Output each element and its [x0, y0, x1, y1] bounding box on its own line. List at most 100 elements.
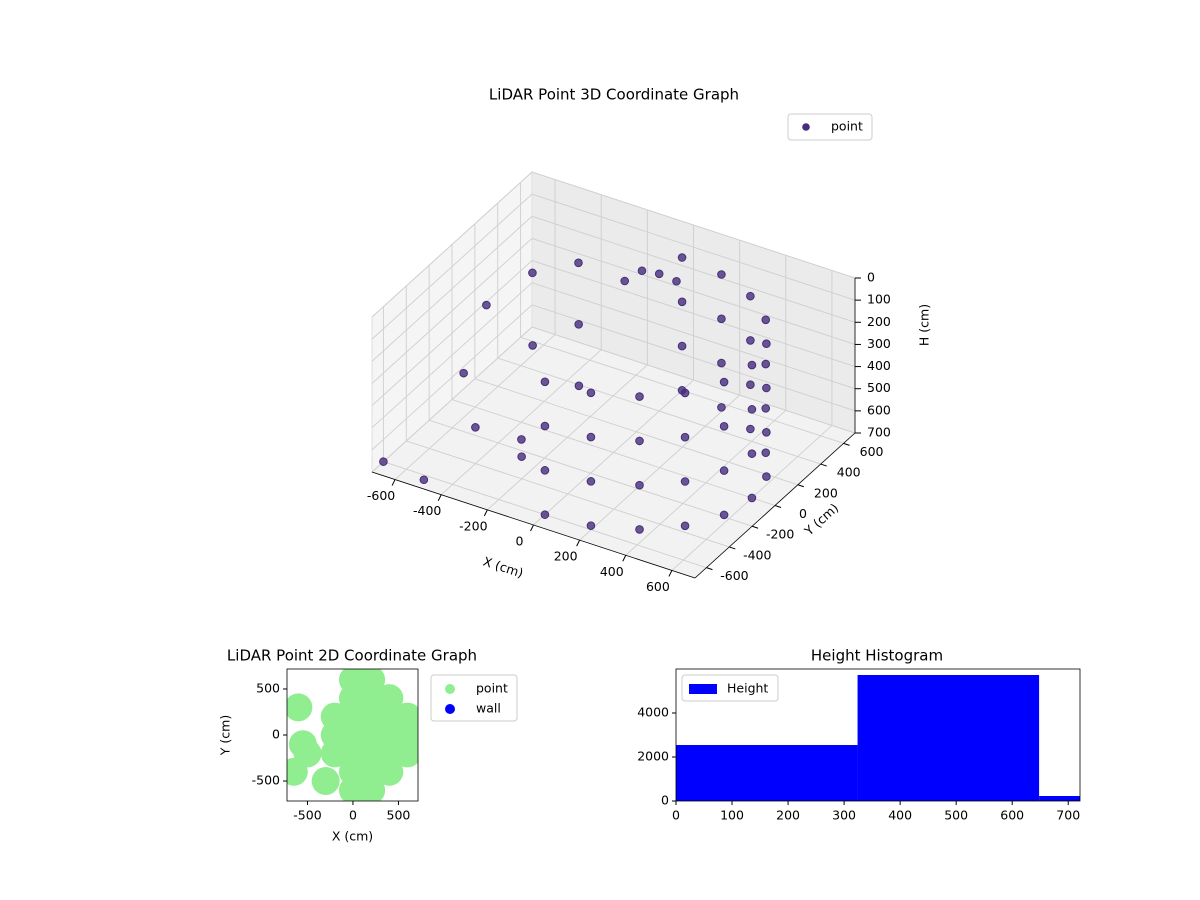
point [746, 336, 755, 345]
point [528, 341, 537, 350]
point [746, 424, 755, 434]
y-tick-label: 0 [799, 506, 807, 521]
z-tick-label: 0 [867, 270, 875, 285]
point [680, 432, 690, 442]
grid-line [371, 326, 856, 473]
point [719, 510, 729, 520]
y-tick-label: -200 [766, 527, 794, 542]
x-tick-label: 100 [720, 808, 744, 823]
point [672, 276, 681, 286]
point [762, 383, 771, 393]
chart-title: LiDAR Point 3D Coordinate Graph [489, 86, 739, 104]
point [375, 684, 404, 713]
x-tick-label: 500 [944, 808, 968, 823]
point [459, 368, 468, 378]
point [677, 253, 687, 262]
point [746, 380, 755, 390]
x-tick-label: 700 [1056, 808, 1080, 823]
tick-mark [530, 524, 534, 532]
z-tick-label: 200 [867, 314, 891, 329]
point [654, 269, 664, 279]
legend-marker [445, 684, 455, 694]
point [677, 341, 687, 351]
grid-line [371, 304, 856, 451]
x-tick-label: 500 [387, 808, 411, 823]
x-tick-label: 400 [600, 564, 624, 579]
tick-mark [391, 479, 396, 486]
z-tick-label: 500 [867, 380, 891, 395]
point [379, 457, 388, 466]
chart-title: Height Histogram [811, 647, 943, 665]
x-tick-label: 0 [672, 808, 680, 823]
z-tick-label: 100 [867, 292, 891, 307]
tick-mark [437, 494, 442, 501]
point [528, 268, 537, 278]
point [719, 422, 729, 431]
point [471, 423, 480, 432]
point [635, 525, 644, 534]
point [574, 258, 583, 268]
point [719, 377, 729, 387]
point [747, 493, 757, 503]
tick-mark [483, 509, 488, 517]
grid-line [371, 171, 856, 318]
z-tick-label: 300 [867, 336, 891, 351]
z-tick-label: 400 [867, 358, 891, 373]
y-tick-label: -400 [743, 547, 771, 562]
plot-area [287, 669, 418, 801]
point [517, 435, 526, 444]
point [677, 386, 687, 395]
legend-box [787, 113, 873, 141]
point [761, 448, 771, 457]
x-tick-label: 0 [349, 808, 357, 823]
point [574, 319, 583, 329]
bar [857, 675, 1040, 801]
point [680, 477, 690, 486]
point [311, 767, 340, 796]
legend-label: point [831, 119, 863, 134]
z-axis-label: H (cm) [917, 304, 932, 346]
y-tick-label: 400 [837, 465, 861, 480]
y-tick-label: -500 [252, 773, 280, 788]
point [393, 702, 418, 731]
tick-mark [751, 525, 759, 529]
point [540, 421, 550, 431]
point [762, 427, 771, 437]
x-tick-label: -500 [293, 808, 321, 823]
legend-marker [445, 704, 455, 714]
legend-marker [802, 123, 810, 131]
x-tick-label: 200 [776, 808, 800, 823]
x-tick-label: 0 [516, 534, 524, 549]
legend-label: point [476, 681, 508, 696]
legend-label: wall [476, 701, 501, 716]
tick-mark [797, 484, 805, 488]
point [747, 405, 757, 414]
point [419, 475, 429, 485]
point [719, 466, 729, 475]
legend-marker [689, 684, 717, 694]
x-tick-label: 600 [646, 579, 670, 594]
grid-line [371, 215, 856, 362]
point [287, 693, 313, 722]
tick-mark [706, 567, 713, 571]
x-axis [371, 471, 696, 579]
grid-line [371, 260, 856, 406]
point [288, 730, 317, 759]
y-axis-label: Y (cm) [218, 715, 233, 756]
point [762, 339, 771, 349]
plot-frame [675, 668, 1081, 802]
point [762, 472, 771, 481]
point [717, 270, 726, 279]
z-tick-label: 700 [867, 425, 891, 440]
point [586, 477, 596, 486]
y-tick-label: 500 [256, 680, 280, 695]
point [747, 360, 757, 370]
y-tick-label: -600 [720, 568, 748, 583]
point [635, 480, 644, 490]
y-tick-label: 200 [814, 485, 838, 500]
y-tick-label: 600 [860, 444, 884, 459]
point [717, 358, 726, 368]
tick-mark [820, 463, 827, 467]
point [574, 381, 584, 391]
